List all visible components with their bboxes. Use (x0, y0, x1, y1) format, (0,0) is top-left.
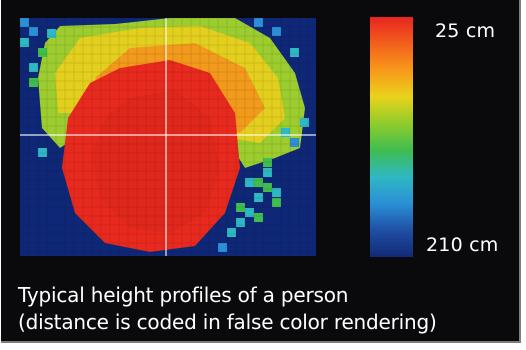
height-profile-heatmap (20, 18, 316, 256)
scale-bottom-label: 210 cm (426, 234, 499, 256)
figure-panel: 25 cm 210 cm Typical height profiles of … (1, 0, 521, 343)
figure-caption: Typical height profiles of a person (dis… (18, 282, 437, 336)
caption-line-2: (distance is coded in false color render… (18, 310, 437, 334)
color-scale-bar (370, 17, 413, 257)
scale-top-label: 25 cm (435, 20, 496, 42)
caption-line-1: Typical height profiles of a person (18, 283, 349, 307)
